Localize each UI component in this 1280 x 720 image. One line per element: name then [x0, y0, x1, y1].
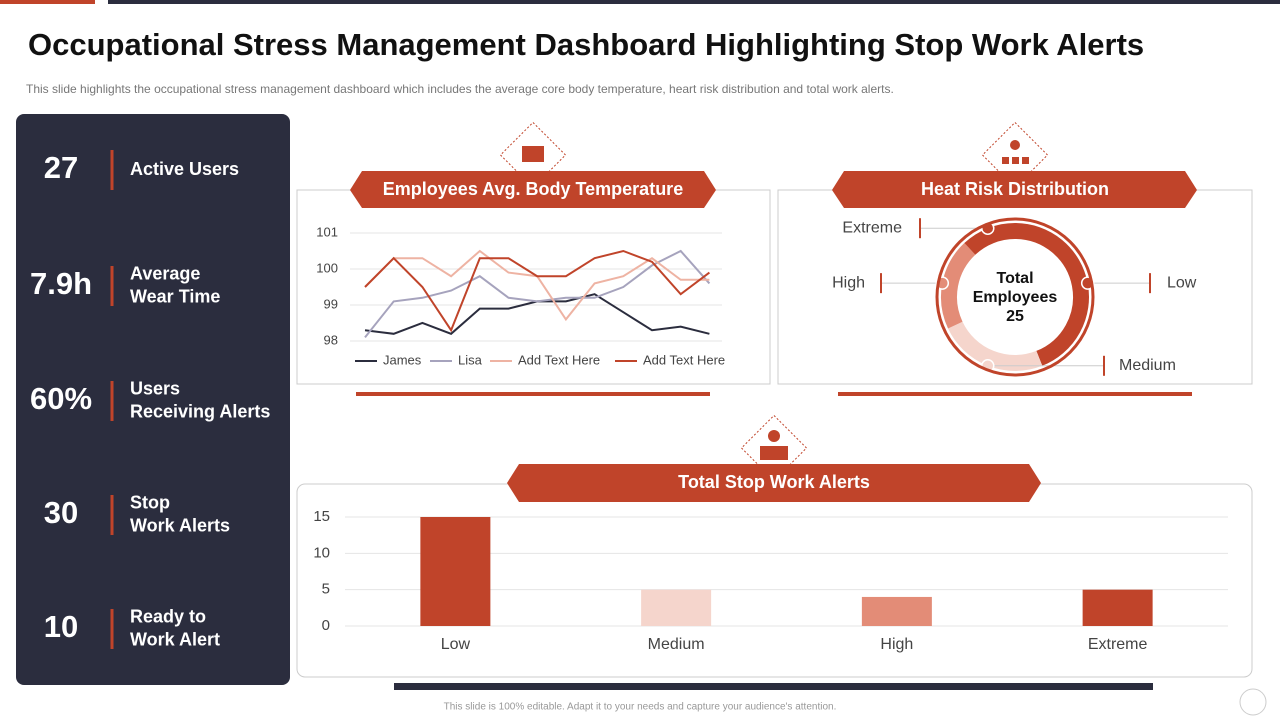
bar	[1082, 589, 1153, 626]
kpi-value: 10	[44, 609, 78, 644]
donut-total: 25	[1006, 308, 1024, 325]
kpi-label: Stop	[130, 492, 170, 512]
donut-label: Extreme	[842, 219, 902, 236]
title: Occupational Stress Management Dashboard…	[28, 27, 1144, 62]
nav-button[interactable]	[1239, 688, 1267, 716]
bar	[641, 589, 712, 626]
kpi-label: Work Alert	[130, 629, 220, 649]
line-series	[364, 249, 711, 339]
y-tick-label: 99	[324, 296, 338, 311]
donut-segment	[948, 321, 1043, 371]
underline	[838, 392, 1192, 396]
line-series	[364, 249, 711, 333]
x-tick-label: Extreme	[1088, 636, 1148, 653]
bar	[420, 517, 491, 626]
y-tick-label: 0	[322, 617, 330, 634]
y-tick-label: 10	[313, 544, 330, 561]
kpi-value: 30	[44, 495, 78, 530]
x-tick-label: Low	[441, 636, 471, 653]
kpi-value: 27	[44, 150, 78, 185]
donut-outline	[935, 217, 1095, 377]
x-tick-label: Medium	[648, 636, 705, 653]
chart-title: Total Stop Work Alerts	[678, 472, 870, 492]
y-tick-label: 100	[316, 260, 338, 275]
donut-center: Employees	[973, 289, 1058, 306]
legend-label: James	[383, 352, 422, 367]
y-tick-label: 5	[322, 581, 330, 598]
donut-label: Medium	[1119, 357, 1176, 374]
donut-segment	[1014, 223, 1089, 366]
donut-center: Total	[996, 270, 1033, 287]
kpi-label: Active Users	[130, 159, 239, 179]
footer: This slide is 100% editable. Adapt it to…	[444, 702, 837, 713]
banner	[507, 464, 1041, 502]
legend-label: Lisa	[458, 352, 483, 367]
kpi-value: 60%	[30, 381, 92, 416]
donut-panel	[777, 189, 1253, 385]
underline	[356, 392, 710, 396]
donut-label: Low	[1167, 274, 1197, 291]
bar	[861, 596, 932, 626]
donut-segment	[964, 223, 1016, 255]
y-tick-label: 98	[324, 332, 338, 347]
kpi-label: Average	[130, 263, 200, 283]
banner	[832, 171, 1197, 208]
y-tick-label: 101	[316, 224, 338, 239]
kpi-value: 7.9h	[30, 266, 92, 301]
y-tick-label: 15	[313, 508, 330, 525]
underline	[394, 683, 1153, 690]
banner	[350, 171, 716, 208]
kpi-label: Ready to	[130, 606, 206, 626]
donut-segment	[941, 243, 976, 329]
kpi-label: Work Alerts	[130, 515, 230, 535]
kpi-label: Receiving Alerts	[130, 401, 270, 421]
kpi-label: Users	[130, 378, 180, 398]
kpi-label: Wear Time	[130, 286, 220, 306]
kpi-panel	[16, 114, 290, 685]
donut-label: High	[832, 274, 865, 291]
top-bar	[108, 0, 1280, 4]
chart-title: Heat Risk Distribution	[921, 179, 1109, 199]
legend-label: Add Text Here	[518, 352, 600, 367]
accent-bar	[0, 0, 95, 4]
subtitle: This slide highlights the occupational s…	[26, 82, 894, 96]
chart-title: Employees Avg. Body Temperature	[383, 179, 683, 199]
x-tick-label: High	[880, 636, 913, 653]
legend-label: Add Text Here	[643, 352, 725, 367]
